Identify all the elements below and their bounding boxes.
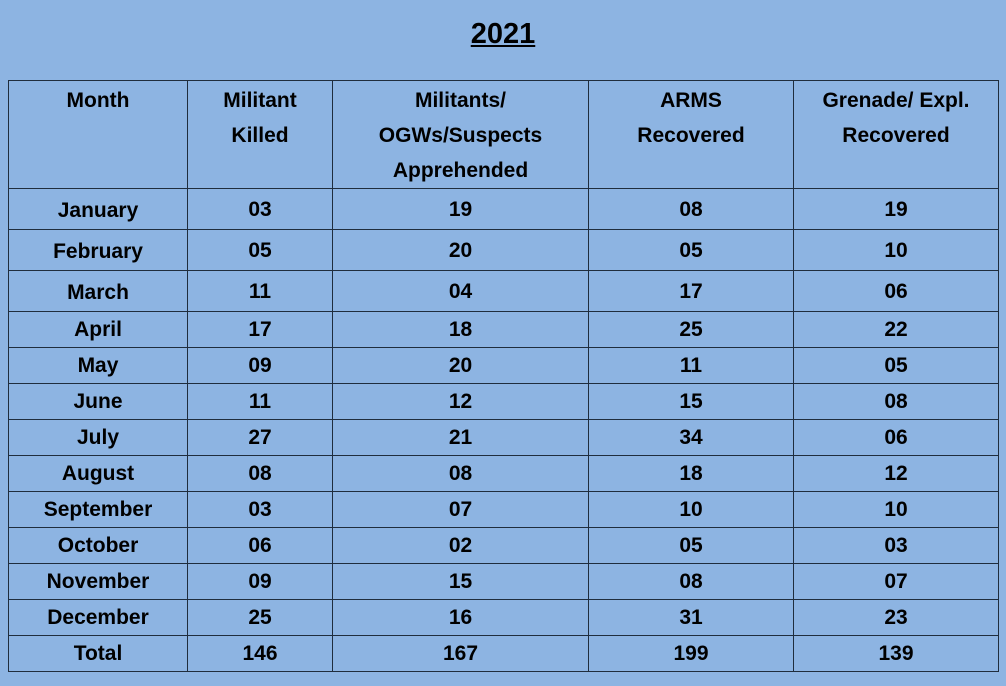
- apprehended-cell: 12: [332, 383, 589, 420]
- header-line: Recovered: [842, 124, 950, 147]
- header-line: ARMS: [660, 89, 722, 112]
- table-row: March 11 04 17 06: [8, 270, 999, 312]
- apprehended-cell: 16: [332, 599, 589, 636]
- arms-recovered-cell: 08: [588, 563, 794, 600]
- apprehended-cell: 04: [332, 270, 589, 312]
- total-militant-killed: 146: [187, 635, 333, 672]
- grenade-recovered-cell: 06: [793, 270, 999, 312]
- grenade-recovered-cell: 06: [793, 419, 999, 456]
- table-row: December 25 16 31 23: [8, 599, 999, 636]
- grenade-recovered-cell: 23: [793, 599, 999, 636]
- page-title: 2021: [470, 18, 536, 50]
- arms-recovered-cell: 17: [588, 270, 794, 312]
- arms-recovered-cell: 08: [588, 188, 794, 230]
- month-cell: October: [8, 527, 188, 564]
- table-row: January 03 19 08 19: [8, 188, 999, 230]
- table-row: August 08 08 18 12: [8, 455, 999, 492]
- table-row: February 05 20 05 10: [8, 229, 999, 271]
- apprehended-cell: 07: [332, 491, 589, 528]
- header-line: OGWs/Suspects: [378, 124, 543, 147]
- apprehended-cell: 08: [332, 455, 589, 492]
- total-row: Total 146 167 199 139: [8, 635, 999, 672]
- month-cell: December: [8, 599, 188, 636]
- header-line: Apprehended: [392, 159, 529, 182]
- total-label: Total: [8, 635, 188, 672]
- militant-killed-cell: 17: [187, 311, 333, 348]
- month-cell: January: [8, 188, 188, 230]
- table-row: June 11 12 15 08: [8, 383, 999, 420]
- apprehended-cell: 20: [332, 347, 589, 384]
- table-row: July 27 21 34 06: [8, 419, 999, 456]
- table-row: October 06 02 05 03: [8, 527, 999, 564]
- apprehended-cell: 18: [332, 311, 589, 348]
- month-cell: August: [8, 455, 188, 492]
- header-row: Month Militant Killed Militants/ OGWs/Su…: [8, 80, 999, 189]
- grenade-recovered-cell: 08: [793, 383, 999, 420]
- month-cell: April: [8, 311, 188, 348]
- militant-killed-cell: 08: [187, 455, 333, 492]
- total-grenade-recovered: 139: [793, 635, 999, 672]
- header-line: Militants/: [414, 89, 506, 112]
- grenade-recovered-cell: 05: [793, 347, 999, 384]
- table-row: April 17 18 25 22: [8, 311, 999, 348]
- header-line: Recovered: [637, 124, 745, 147]
- table-row: September 03 07 10 10: [8, 491, 999, 528]
- militant-killed-cell: 05: [187, 229, 333, 271]
- month-cell: March: [8, 270, 188, 312]
- arms-recovered-cell: 05: [588, 527, 794, 564]
- header-grenade-recovered: Grenade/ Expl. Recovered: [793, 80, 999, 189]
- militant-killed-cell: 27: [187, 419, 333, 456]
- militant-killed-cell: 06: [187, 527, 333, 564]
- month-cell: September: [8, 491, 188, 528]
- month-cell: July: [8, 419, 188, 456]
- militant-killed-cell: 11: [187, 270, 333, 312]
- total-arms-recovered: 199: [588, 635, 794, 672]
- grenade-recovered-cell: 22: [793, 311, 999, 348]
- arms-recovered-cell: 10: [588, 491, 794, 528]
- militant-killed-cell: 03: [187, 491, 333, 528]
- arms-recovered-cell: 34: [588, 419, 794, 456]
- arms-recovered-cell: 25: [588, 311, 794, 348]
- grenade-recovered-cell: 03: [793, 527, 999, 564]
- header-apprehended: Militants/ OGWs/Suspects Apprehended: [332, 80, 589, 189]
- header-line: Militant: [223, 89, 297, 112]
- header-militant-killed: Militant Killed: [187, 80, 333, 189]
- apprehended-cell: 20: [332, 229, 589, 271]
- militant-killed-cell: 11: [187, 383, 333, 420]
- total-apprehended: 167: [332, 635, 589, 672]
- arms-recovered-cell: 15: [588, 383, 794, 420]
- table-row: May 09 20 11 05: [8, 347, 999, 384]
- month-cell: February: [8, 229, 188, 271]
- header-line: Killed: [231, 124, 289, 147]
- grenade-recovered-cell: 10: [793, 229, 999, 271]
- table-row: November 09 15 08 07: [8, 563, 999, 600]
- month-cell: May: [8, 347, 188, 384]
- militant-killed-cell: 09: [187, 563, 333, 600]
- militant-killed-cell: 25: [187, 599, 333, 636]
- apprehended-cell: 15: [332, 563, 589, 600]
- apprehended-cell: 02: [332, 527, 589, 564]
- month-cell: November: [8, 563, 188, 600]
- header-month-line: Month: [66, 89, 130, 112]
- militant-killed-cell: 09: [187, 347, 333, 384]
- apprehended-cell: 19: [332, 188, 589, 230]
- month-cell: June: [8, 383, 188, 420]
- grenade-recovered-cell: 10: [793, 491, 999, 528]
- header-arms-recovered: ARMS Recovered: [588, 80, 794, 189]
- header-month: Month: [8, 80, 188, 189]
- militant-killed-cell: 03: [187, 188, 333, 230]
- arms-recovered-cell: 11: [588, 347, 794, 384]
- arms-recovered-cell: 18: [588, 455, 794, 492]
- header-line: Grenade/ Expl.: [822, 89, 970, 112]
- grenade-recovered-cell: 12: [793, 455, 999, 492]
- grenade-recovered-cell: 07: [793, 563, 999, 600]
- arms-recovered-cell: 05: [588, 229, 794, 271]
- apprehended-cell: 21: [332, 419, 589, 456]
- statistics-table: Month Militant Killed Militants/ OGWs/Su…: [8, 80, 999, 672]
- grenade-recovered-cell: 19: [793, 188, 999, 230]
- arms-recovered-cell: 31: [588, 599, 794, 636]
